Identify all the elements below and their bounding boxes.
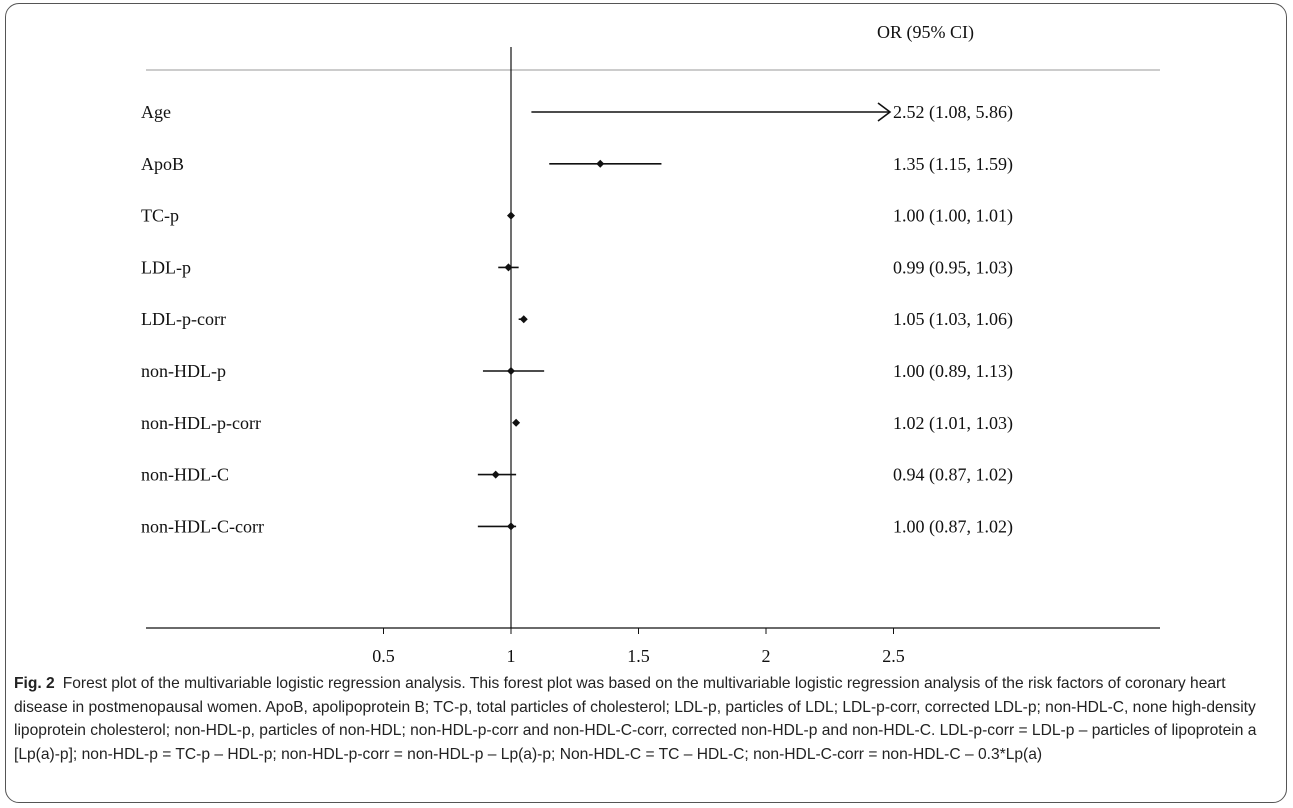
row-or-text: 2.52 (1.08, 5.86) [893, 102, 1013, 123]
or-point [507, 211, 515, 220]
or-point [519, 315, 528, 324]
row-or-text: 1.02 (1.01, 1.03) [893, 413, 1013, 434]
row-label: non-HDL-C [141, 465, 229, 485]
or-point [507, 522, 515, 531]
row-label: Age [141, 102, 171, 122]
or-point [491, 470, 500, 479]
ci-arrow-icon [877, 102, 892, 122]
or-point [504, 263, 513, 272]
or-point [507, 367, 515, 375]
x-tick-label: 0.5 [372, 646, 395, 666]
row-label: TC-p [141, 206, 179, 226]
or-point [596, 159, 605, 168]
row-or-text: 1.00 (0.87, 1.02) [893, 516, 1013, 537]
row-label: ApoB [141, 154, 184, 174]
row-or-text: 1.00 (0.89, 1.13) [893, 361, 1013, 382]
figure-frame [5, 3, 1287, 803]
row-label: non-HDL-p-corr [141, 413, 261, 433]
x-tick-label: 1.5 [627, 646, 650, 666]
row-label: non-HDL-p [141, 361, 226, 381]
figure-caption: Fig. 2 Forest plot of the multivariable l… [14, 672, 1276, 766]
row-or-text: 1.00 (1.00, 1.01) [893, 206, 1013, 227]
row-label: LDL-p-corr [141, 309, 226, 329]
row-label: non-HDL-C-corr [141, 516, 264, 536]
header-label: OR (95% CI) [877, 22, 974, 43]
forest-plot: OR (95% CI) 0.5 1 1.5 2 2.5 Age 2.52 (1.08, 5… [141, 22, 1160, 666]
row-or-text: 1.35 (1.15, 1.59) [893, 154, 1013, 175]
x-tick-label: 2.5 [882, 646, 905, 666]
caption-text: Forest plot of the multivariable logisti… [14, 675, 1257, 763]
or-point [512, 418, 521, 427]
caption-label: Fig. 2 [14, 675, 55, 692]
row-or-text: 0.94 (0.87, 1.02) [893, 465, 1013, 486]
row-or-text: 1.05 (1.03, 1.06) [893, 309, 1013, 330]
x-tick-label: 2 [762, 646, 771, 666]
x-tick-label: 1 [507, 646, 516, 666]
row-or-text: 0.99 (0.95, 1.03) [893, 257, 1013, 278]
row-label: LDL-p [141, 257, 191, 277]
